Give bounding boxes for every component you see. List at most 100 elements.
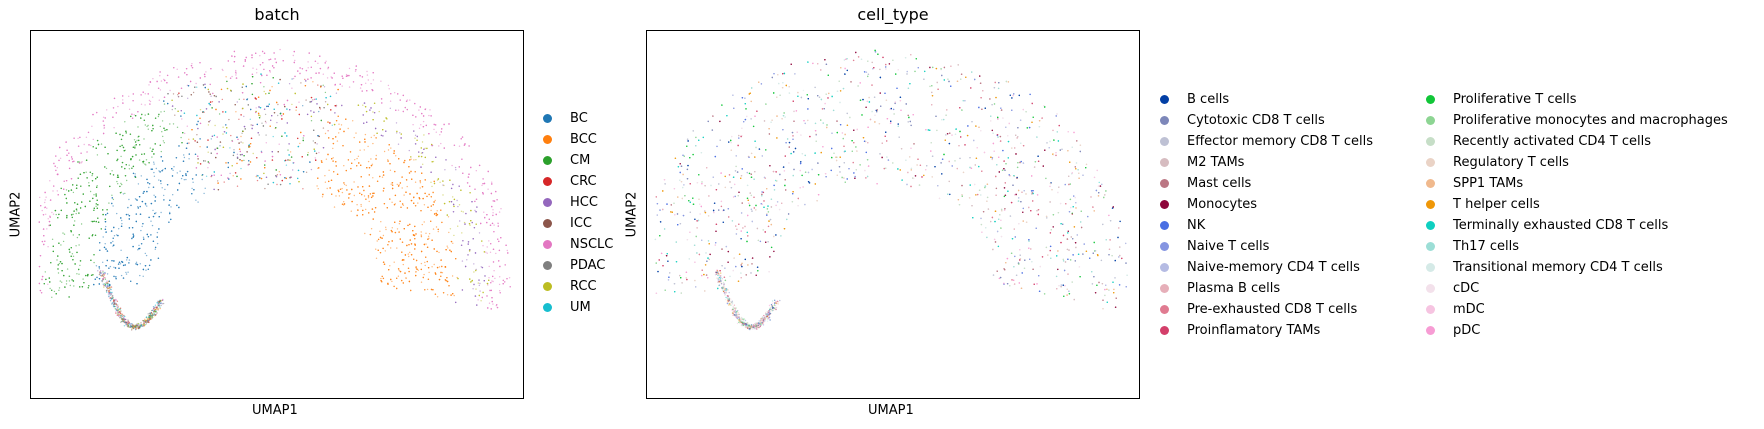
scatter-point xyxy=(96,154,99,156)
scatter-point xyxy=(431,144,433,147)
scatter-point xyxy=(324,91,327,94)
scatter-point xyxy=(389,198,391,200)
scatter-point xyxy=(424,261,426,264)
scatter-point xyxy=(52,213,55,215)
scatter-point xyxy=(94,278,96,280)
scatter-point xyxy=(205,108,208,110)
scatter-point xyxy=(455,169,457,171)
scatter-point xyxy=(394,231,397,234)
scatter-point xyxy=(88,285,90,287)
scatter-point xyxy=(222,126,224,128)
scatter-point xyxy=(149,100,152,103)
scatter-point xyxy=(390,278,392,281)
scatter-point xyxy=(426,260,428,263)
scatter-point xyxy=(184,132,186,135)
scatter-point xyxy=(415,116,417,118)
scatter-point xyxy=(95,195,97,197)
scatter-point xyxy=(487,170,489,173)
scatter-point xyxy=(428,133,430,135)
scatter-point xyxy=(436,296,439,298)
scatter-point xyxy=(370,164,373,167)
scatter-point xyxy=(450,294,452,296)
scatter-point xyxy=(505,244,507,246)
scatter-point xyxy=(434,199,436,202)
scatter-point xyxy=(213,134,216,137)
scatter-point xyxy=(129,133,132,135)
scatter-point xyxy=(488,277,490,279)
scatter-point xyxy=(196,86,198,88)
scatter-point xyxy=(276,101,278,104)
scatter-point xyxy=(208,121,210,123)
scatter-point xyxy=(433,128,435,131)
scatter-point xyxy=(65,180,68,182)
scatter-point xyxy=(459,220,461,222)
scatter-point xyxy=(314,142,316,144)
scatter-point xyxy=(78,273,80,275)
scatter-point xyxy=(409,159,411,161)
scatter-point xyxy=(143,190,145,193)
scatter-point xyxy=(264,187,266,190)
scatter-point xyxy=(305,80,307,82)
scatter-point xyxy=(452,183,454,186)
scatter-point xyxy=(497,222,499,225)
scatter-point xyxy=(61,281,63,283)
scatter-point xyxy=(132,233,134,235)
scatter-point xyxy=(79,207,82,209)
scatter-point xyxy=(355,65,357,67)
scatter-point xyxy=(408,166,410,168)
scatter-point xyxy=(66,154,68,156)
scatter-point xyxy=(301,68,304,70)
scatter-point xyxy=(339,188,342,190)
scatter-point xyxy=(449,179,451,181)
scatter-point xyxy=(181,95,183,98)
scatter-point xyxy=(313,98,316,101)
scatter-point xyxy=(488,240,490,242)
scatter-point xyxy=(52,245,54,247)
scatter-point xyxy=(51,296,53,298)
scatter-point xyxy=(368,174,370,176)
scatter-point xyxy=(436,210,438,212)
scatter-point xyxy=(89,171,91,173)
scatter-point xyxy=(279,183,282,186)
scatter-point xyxy=(59,261,62,263)
scatter-point xyxy=(414,171,416,173)
scatter-point xyxy=(260,151,263,154)
scatter-point xyxy=(208,102,210,105)
scatter-point xyxy=(359,192,361,194)
scatter-point xyxy=(431,239,433,241)
scatter-point xyxy=(169,89,171,92)
scatter-point xyxy=(144,252,146,255)
scatter-point xyxy=(318,72,320,74)
scatter-point xyxy=(104,228,107,230)
scatter-point xyxy=(313,148,315,150)
scatter-point xyxy=(400,206,402,208)
scatter-point xyxy=(256,123,258,126)
scatter-point xyxy=(142,192,144,194)
scatter-point xyxy=(393,150,395,152)
scatter-point xyxy=(79,264,81,267)
scatter-point xyxy=(144,104,146,106)
scatter-point xyxy=(367,145,369,148)
scatter-point xyxy=(256,72,258,74)
scatter-point xyxy=(78,212,80,214)
scatter-point xyxy=(120,182,122,185)
scatter-point xyxy=(324,62,326,64)
scatter-point xyxy=(252,124,254,127)
scatter-point xyxy=(409,251,411,254)
scatter-point xyxy=(66,214,68,217)
scatter-point xyxy=(406,108,408,111)
scatter-point xyxy=(367,195,370,197)
scatter-point xyxy=(331,77,333,79)
scatter-point xyxy=(492,200,494,202)
scatter-point xyxy=(372,72,374,74)
scatter-point xyxy=(167,93,169,95)
scatter-point xyxy=(148,162,150,164)
scatter-point xyxy=(163,78,165,81)
scatter-point xyxy=(406,207,409,209)
scatter-point xyxy=(166,74,169,77)
scatter-point xyxy=(115,112,118,114)
scatter-point xyxy=(144,265,147,267)
scatter-point xyxy=(327,68,329,70)
scatter-point xyxy=(420,166,422,168)
scatter-point xyxy=(127,207,129,209)
